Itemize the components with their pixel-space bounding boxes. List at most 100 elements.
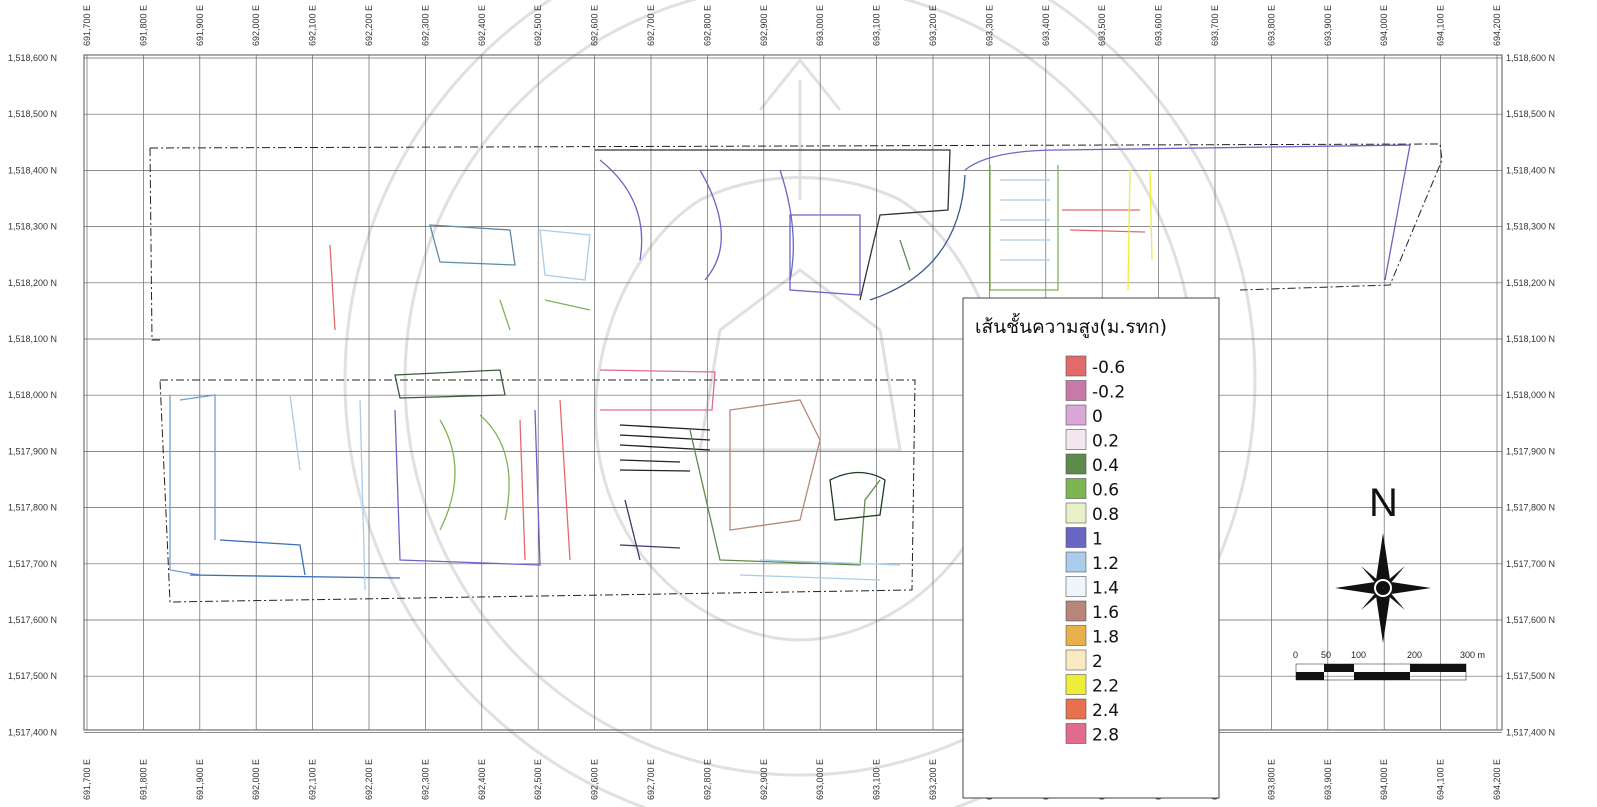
x-tick-label: 692,700 E xyxy=(646,759,656,800)
legend-label: -0.6 xyxy=(1092,358,1125,378)
x-tick-label: 692,800 E xyxy=(702,759,712,800)
y-tick-label: 1,517,500 N xyxy=(8,671,57,681)
legend-label: 2.4 xyxy=(1092,701,1119,721)
x-tick-label: 693,000 E xyxy=(815,759,825,800)
coordinate-grid xyxy=(84,55,1502,733)
legend-label: 0.2 xyxy=(1092,432,1119,452)
x-tick-label: 694,200 E xyxy=(1492,759,1502,800)
x-tick-label: 692,400 E xyxy=(477,5,487,46)
scale-bar-labels: 0 50 100 200 300 m xyxy=(1293,650,1485,660)
legend-label: 1.4 xyxy=(1092,579,1119,599)
x-tick-label: 693,800 E xyxy=(1266,759,1276,800)
x-tick-label: 693,100 E xyxy=(872,5,882,46)
x-tick-label: 692,600 E xyxy=(590,5,600,46)
legend-label: 1.8 xyxy=(1092,628,1119,648)
legend-swatch xyxy=(1065,674,1087,695)
scale-bar-label: 50 xyxy=(1321,650,1331,660)
y-tick-label: 1,518,300 N xyxy=(8,222,57,232)
x-tick-label: 693,500 E xyxy=(1097,5,1107,46)
x-tick-label: 693,400 E xyxy=(1041,5,1051,46)
x-tick-label: 691,900 E xyxy=(195,759,205,800)
x-tick-label: 692,100 E xyxy=(308,5,318,46)
y-tick-label: 1,518,000 N xyxy=(1506,390,1555,400)
legend-swatch xyxy=(1065,625,1087,646)
y-tick-label: 1,517,700 N xyxy=(8,559,57,569)
x-tick-label: 693,800 E xyxy=(1266,5,1276,46)
x-tick-label: 691,900 E xyxy=(195,5,205,46)
y-tick-label: 1,517,600 N xyxy=(8,615,57,625)
legend-swatch xyxy=(1065,502,1087,524)
legend-label: 0 xyxy=(1092,407,1103,427)
y-tick-label: 1,517,800 N xyxy=(1506,503,1555,513)
y-tick-label: 1,518,500 N xyxy=(8,109,57,119)
legend-label: -0.2 xyxy=(1092,383,1125,403)
scale-bar: 0 50 100 200 300 m xyxy=(1293,650,1485,681)
y-tick-label: 1,517,900 N xyxy=(8,446,57,456)
x-tick-label: 693,300 E xyxy=(984,5,994,46)
legend-swatch xyxy=(1065,355,1087,377)
legend-label: 2 xyxy=(1092,652,1103,672)
y-tick-label: 1,518,600 N xyxy=(1506,53,1555,63)
legend-swatch xyxy=(1065,478,1087,499)
x-tick-label: 692,300 E xyxy=(420,5,430,46)
map-frame xyxy=(83,54,1503,731)
scale-bar-label: 200 xyxy=(1407,650,1422,660)
y-tick-label: 1,518,400 N xyxy=(8,165,57,175)
legend-label: 1.2 xyxy=(1092,554,1119,574)
x-tick-label: 692,000 E xyxy=(251,5,261,46)
x-tick-labels-bottom: 691,700 E 691,800 E 691,900 E 692,000 E 692,… xyxy=(82,759,1502,800)
y-tick-labels-right: 1,518,600 N 1,518,500 N 1,518,400 N 1,518,3… xyxy=(1506,53,1555,737)
x-tick-label: 692,700 E xyxy=(646,5,656,46)
legend-swatch xyxy=(1065,649,1087,671)
x-tick-label: 692,100 E xyxy=(308,759,318,800)
x-tick-label: 694,100 E xyxy=(1436,5,1446,46)
x-tick-label: 693,700 E xyxy=(1210,5,1220,46)
legend-swatch xyxy=(1065,723,1087,744)
x-tick-label: 692,500 E xyxy=(533,5,543,46)
y-tick-label: 1,518,100 N xyxy=(8,334,57,344)
legend-label: 2.8 xyxy=(1092,726,1119,746)
x-tick-label: 693,000 E xyxy=(815,5,825,46)
y-tick-label: 1,517,400 N xyxy=(1506,727,1555,737)
scale-bar-label: 0 xyxy=(1293,650,1298,660)
x-tick-label: 694,200 E xyxy=(1492,5,1502,46)
x-tick-label: 692,300 E xyxy=(420,759,430,800)
contour-lines xyxy=(169,144,1411,591)
x-tick-label: 692,000 E xyxy=(251,759,261,800)
north-arrow: N xyxy=(1335,481,1431,643)
legend-label: 0.6 xyxy=(1092,481,1119,501)
y-tick-labels-left: 1,518,600 N 1,518,500 N 1,518,400 N 1,518,3… xyxy=(8,53,57,737)
x-tick-label: 693,600 E xyxy=(1154,5,1164,46)
x-tick-label: 691,800 E xyxy=(138,759,148,800)
y-tick-label: 1,518,400 N xyxy=(1506,165,1555,175)
y-tick-label: 1,518,500 N xyxy=(1506,109,1555,119)
x-tick-label: 692,200 E xyxy=(364,5,374,46)
legend-label: 0.8 xyxy=(1092,505,1119,525)
legend-items: -0.6 -0.2 0 0.2 0.4 0.6 0.8 1 1.2 1.4 1.6 1.8 2 2.2 2.… xyxy=(1065,355,1125,746)
x-tick-label: 694,100 E xyxy=(1436,759,1446,800)
y-tick-label: 1,517,500 N xyxy=(1506,671,1555,681)
legend-label: 1 xyxy=(1092,530,1103,550)
x-tick-label: 693,900 E xyxy=(1323,759,1333,800)
y-tick-label: 1,518,200 N xyxy=(8,278,57,288)
x-tick-label: 691,700 E xyxy=(82,5,92,46)
x-tick-label: 692,800 E xyxy=(702,5,712,46)
x-tick-labels-top: 691,700 E 691,800 E 691,900 E 692,000 E 692,… xyxy=(82,5,1502,46)
y-tick-label: 1,518,600 N xyxy=(8,53,57,63)
legend-panel: เส้นชั้นความสูง(ม.รทก) -0.6 -0.2 0 0.2 0.4 0.… xyxy=(962,297,1220,799)
x-tick-label: 693,200 E xyxy=(928,759,938,800)
legend-swatch xyxy=(1065,453,1087,475)
x-tick-label: 693,900 E xyxy=(1323,5,1333,46)
x-tick-label: 692,200 E xyxy=(364,759,374,800)
x-tick-label: 694,000 E xyxy=(1379,5,1389,46)
legend-swatch xyxy=(1065,404,1087,426)
legend-swatch xyxy=(1065,551,1087,573)
legend-title: เส้นชั้นความสูง(ม.รทก) xyxy=(975,313,1167,338)
legend-swatch xyxy=(1065,527,1087,548)
x-tick-label: 693,100 E xyxy=(872,759,882,800)
legend-label: 1.6 xyxy=(1092,603,1119,623)
legend-swatch xyxy=(1065,429,1087,450)
legend-swatch xyxy=(1065,576,1087,597)
x-tick-label: 692,900 E xyxy=(759,759,769,800)
